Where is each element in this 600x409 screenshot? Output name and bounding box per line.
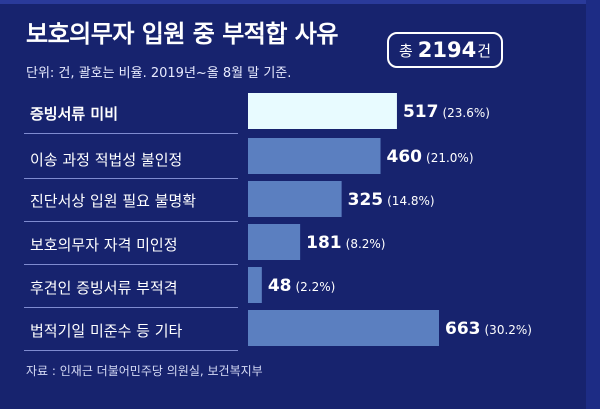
bar [248,181,342,217]
bar-value-percent: (30.2%) [485,323,532,337]
bar [248,224,301,260]
bar [248,310,439,346]
total-prefix: 총 [398,41,413,60]
bar-value-percent: (14.8%) [387,194,434,208]
row-divider [24,350,238,351]
bar-value-number: 460 [387,147,423,167]
category-label: 보호의무자 자격 미인정 [30,236,178,254]
bar-value-percent: (2.2%) [295,280,335,294]
bar-value-number: 325 [348,190,384,210]
bar-value-percent: (21.0%) [426,151,473,165]
bar-value-percent: (23.6%) [442,106,489,120]
bar-value-label: 517 (23.6%) [403,102,490,122]
row-divider [24,264,238,265]
row-divider [24,307,238,308]
bar-value-number: 517 [403,102,439,122]
category-label: 진단서상 입원 필요 불명확 [30,192,197,210]
chart-title: 보호의무자 입원 중 부적합 사유 [26,20,338,48]
bar-value-percent: (8.2%) [346,237,386,251]
bar-value-label: 325 (14.8%) [348,190,435,210]
bar [248,138,381,174]
bar-value-number: 181 [306,233,342,253]
bar-value-label: 181 (8.2%) [306,233,385,253]
category-label: 이송 과정 적법성 불인정 [30,151,183,169]
category-label: 후견인 증빙서류 부적격 [30,279,178,297]
top-edge [0,0,600,4]
total-value: 2194 [417,38,477,62]
row-divider [24,221,238,222]
row-divider [24,133,238,134]
source-note: 자료 : 인재근 더불어민주당 의원실, 보건복지부 [26,364,263,378]
bar-value-number: 663 [445,319,481,339]
bar [248,93,397,129]
chart-subtitle: 단위: 건, 괄호는 비율. 2019년~올 8월 말 기준. [26,66,292,81]
bar-value-number: 48 [268,276,292,296]
category-label: 법적기일 미준수 등 기타 [30,322,183,340]
total-unit: 건 [477,41,492,60]
category-label: 증빙서류 미비 [30,105,119,123]
bar-value-label: 460 (21.0%) [387,147,474,167]
row-divider [24,178,238,179]
total-badge: 총 2194 건 [387,32,503,68]
bar-value-label: 663 (30.2%) [445,319,532,339]
right-edge [586,0,600,409]
bar-value-label: 48 (2.2%) [268,276,336,296]
bar [248,267,262,303]
